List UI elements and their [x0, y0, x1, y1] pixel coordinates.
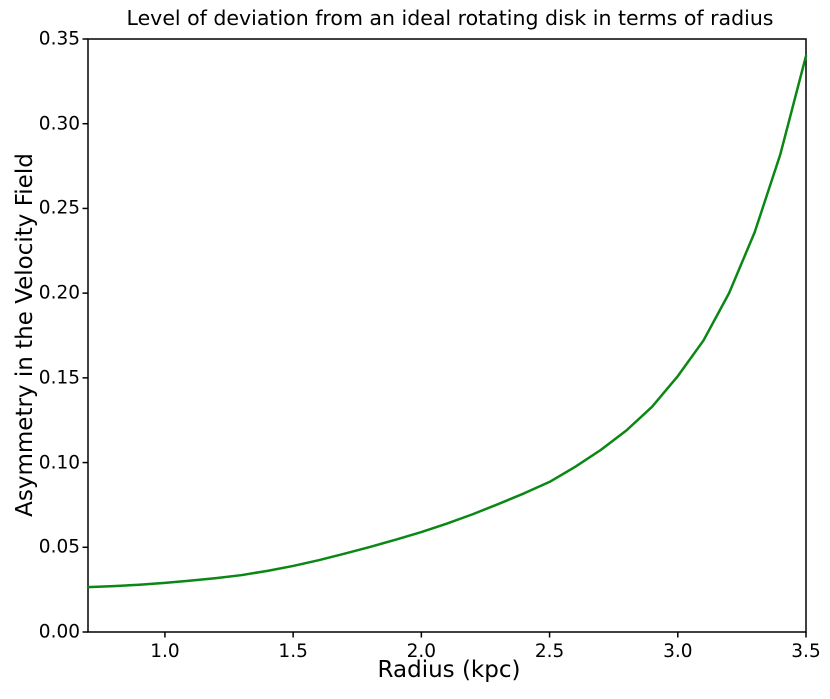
x-axis-label: Radius (kpc) [377, 657, 521, 683]
x-tick-label: 2.0 [406, 641, 437, 662]
y-tick-label: 0.00 [38, 621, 80, 643]
y-tick-label: 0.05 [38, 536, 80, 558]
x-tick-label: 1.5 [278, 641, 308, 662]
y-tick-label: 0.35 [38, 28, 80, 50]
y-tick-label: 0.30 [38, 113, 80, 135]
x-tick-label: 3.0 [663, 641, 693, 662]
y-tick-label: 0.15 [38, 367, 80, 389]
asymmetry-curve [86, 54, 808, 589]
y-tick-label: 0.20 [38, 282, 80, 304]
y-tick-label: 0.25 [38, 197, 80, 219]
axes-spines [87, 38, 807, 633]
x-tick-label: 1.0 [150, 641, 180, 662]
chart-title: Level of deviation from an ideal rotatin… [126, 6, 774, 30]
y-tick-label: 0.10 [38, 452, 80, 474]
x-tick-label: 2.5 [534, 641, 565, 662]
x-tick-label: 3.5 [791, 641, 821, 662]
